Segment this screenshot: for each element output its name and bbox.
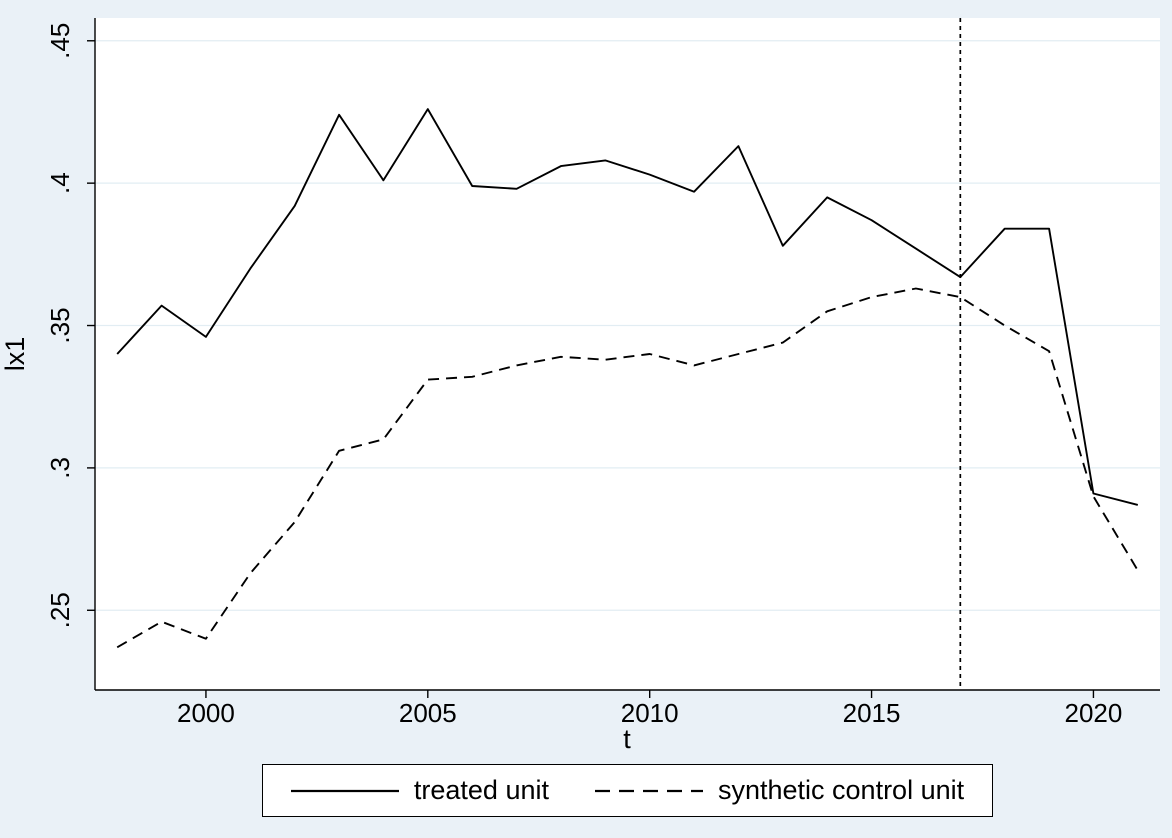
x-axis-label: t	[623, 724, 631, 754]
y-tick-label: .4	[45, 172, 75, 194]
legend-label-treated: treated unit	[413, 775, 549, 805]
x-tick-label: 2020	[1065, 698, 1123, 728]
plot-area	[95, 18, 1160, 690]
plot-svg: .25 .3 .35 .4 .45 2000 2005 2010 2015 2020 lx1 t	[0, 18, 1160, 754]
x-tick-label: 2000	[177, 698, 235, 728]
y-axis-label: lx1	[0, 337, 30, 372]
y-tick-label: .25	[45, 592, 75, 628]
y-tick-label: .3	[45, 457, 75, 479]
x-tick-label: 2005	[399, 698, 457, 728]
legend-box: treated unit synthetic control unit	[261, 764, 994, 817]
solid-line-swatch-icon	[290, 789, 399, 792]
series-line-0	[116, 108, 1139, 506]
plot-generated: .25 .3 .35 .4 .45 2000 2005 2010 2015 2020	[45, 18, 1160, 728]
y-tick-label: .35	[45, 307, 75, 343]
x-tick-label: 2015	[843, 698, 901, 728]
x-tick-label: 2010	[621, 698, 679, 728]
legend-item-treated: treated unit	[290, 775, 549, 806]
dashed-line-swatch-icon	[594, 789, 703, 792]
legend-item-synthetic: synthetic control unit	[594, 775, 965, 806]
y-tick-label: .45	[45, 23, 75, 59]
series-line-1	[116, 287, 1139, 649]
legend-label-synthetic: synthetic control unit	[717, 775, 965, 805]
legend: treated unit synthetic control unit	[95, 764, 1160, 817]
